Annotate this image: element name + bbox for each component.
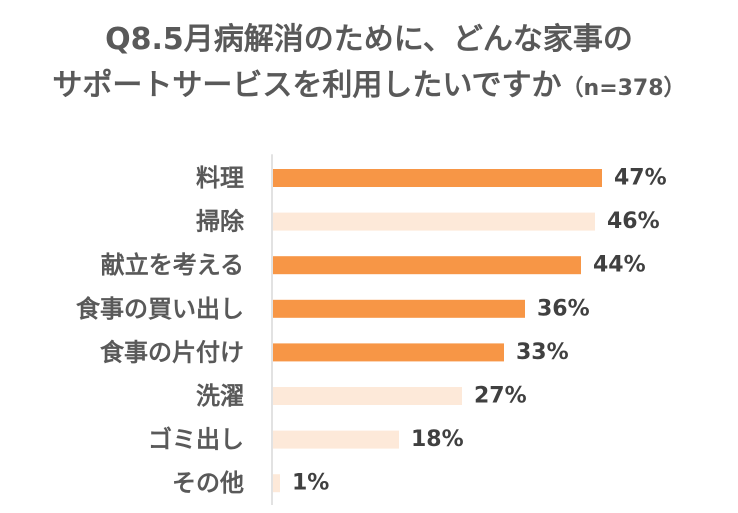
- chart-title-question: サポートサービスを利用したいですか: [52, 68, 562, 103]
- value-label: 44%: [593, 253, 646, 278]
- category-label: 食事の片付け: [100, 338, 244, 366]
- category-label: その他: [172, 469, 244, 497]
- value-label: 27%: [474, 384, 527, 409]
- value-label: 36%: [537, 296, 590, 321]
- chart-title-line-1: Q8.5月病解消のために、どんな家事の: [105, 22, 633, 57]
- value-label: 1%: [292, 471, 329, 496]
- category-label: 洗濯: [196, 382, 244, 410]
- value-label: 46%: [607, 209, 660, 234]
- category-label: 料理: [196, 164, 244, 192]
- bar: [273, 387, 462, 405]
- category-label: 献立を考える: [101, 251, 244, 279]
- bar: [273, 169, 602, 187]
- value-label: 18%: [411, 427, 464, 452]
- category-label: 食事の買い出し: [76, 295, 244, 323]
- chart-title-line-2: サポートサービスを利用したいですか（n=378）: [0, 66, 738, 109]
- value-label: 33%: [516, 340, 569, 365]
- category-label: 掃除: [196, 208, 245, 236]
- bar: [273, 343, 504, 362]
- chart-title-sample-size: （n=378）: [561, 76, 686, 101]
- bar: [273, 299, 525, 318]
- bar: [273, 212, 595, 231]
- bar: [273, 474, 280, 493]
- value-label: 47%: [614, 166, 667, 191]
- category-label: ゴミ出し: [148, 426, 244, 454]
- bar: [273, 430, 399, 449]
- bar: [273, 256, 581, 275]
